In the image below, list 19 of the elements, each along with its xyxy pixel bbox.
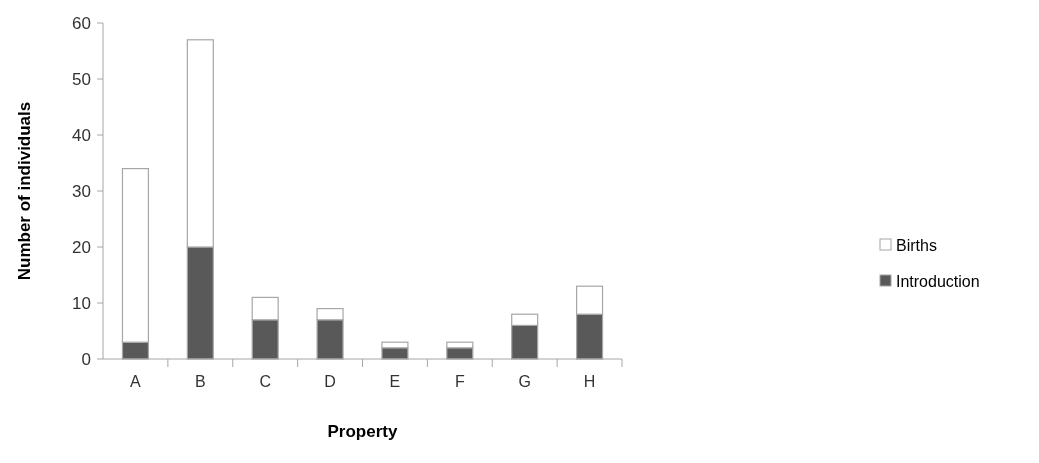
x-tick-label: H xyxy=(583,373,596,390)
y-tick-label: 40 xyxy=(72,125,91,145)
y-tick-label: 20 xyxy=(72,237,91,257)
x-tick-label: D xyxy=(324,373,336,390)
legend-label: Births xyxy=(896,236,937,254)
x-tick-label: C xyxy=(259,373,271,390)
y-tick-label: 30 xyxy=(72,181,91,201)
x-axis-title: Property xyxy=(327,422,398,441)
y-axis-title: Number of individuals xyxy=(15,101,34,281)
x-tick-label: F xyxy=(454,373,465,390)
x-tick-label: G xyxy=(518,373,531,390)
x-tick-label: E xyxy=(389,373,401,390)
y-tick-label: 60 xyxy=(72,13,91,33)
legend-label: Introduction xyxy=(896,272,980,290)
x-tick-label: A xyxy=(130,373,142,390)
x-tick-label: B xyxy=(194,373,206,390)
y-tick-label: 50 xyxy=(72,69,91,89)
y-tick-label: 0 xyxy=(81,349,91,369)
y-tick-label: 10 xyxy=(72,293,91,313)
